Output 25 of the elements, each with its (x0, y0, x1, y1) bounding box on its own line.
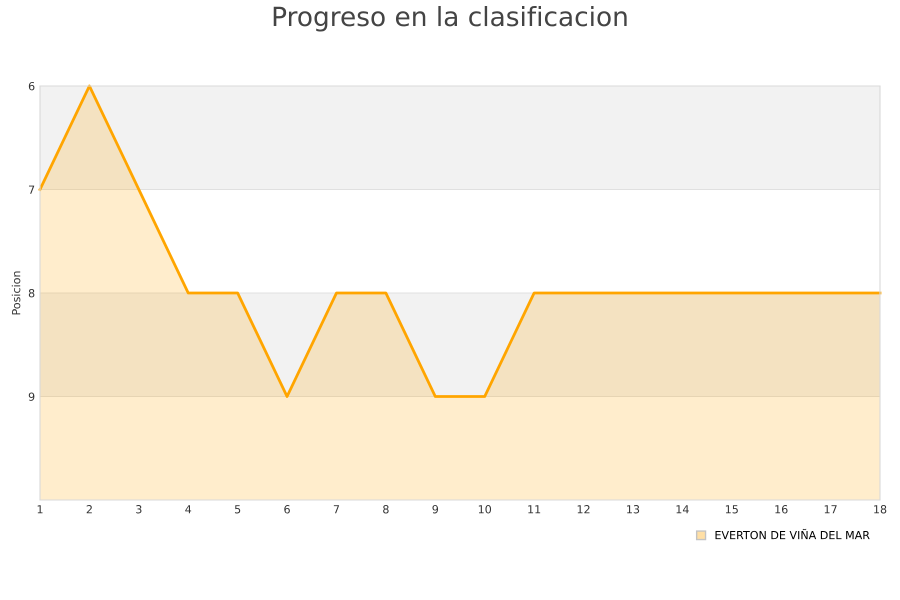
x-tick-label: 15 (726, 505, 738, 514)
y-tick-label: 8 (28, 288, 34, 298)
y-axis-title: Posicion (12, 271, 20, 314)
chart-title: Progreso en la clasificacion (274, 6, 627, 32)
x-tick-label: 4 (185, 505, 192, 514)
x-tick-label: 5 (234, 505, 240, 514)
x-tick-label: 12 (578, 505, 590, 514)
x-tick-label: 9 (432, 505, 438, 514)
x-tick-label: 16 (775, 505, 788, 514)
x-tick-label: 1 (38, 505, 43, 514)
x-tick-label: 11 (528, 505, 540, 514)
x-tick-label: 17 (824, 505, 837, 514)
x-tick-label: 6 (284, 505, 290, 514)
y-tick-label: 7 (28, 186, 34, 194)
x-tick-label: 8 (383, 505, 389, 514)
x-tick-label: 18 (874, 505, 886, 514)
x-tick-label: 14 (676, 505, 689, 514)
x-tick-label: 2 (86, 505, 92, 514)
y-tick-label: 6 (28, 82, 34, 90)
x-tick-label: 13 (627, 505, 640, 514)
x-tick-label: 3 (136, 505, 142, 514)
y-tick-label: 9 (28, 392, 34, 401)
x-tick-label: 7 (334, 505, 340, 514)
legend-label: EVERTON DE VIÑA DEL MAR (716, 528, 870, 540)
x-tick-label: 10 (478, 505, 492, 514)
